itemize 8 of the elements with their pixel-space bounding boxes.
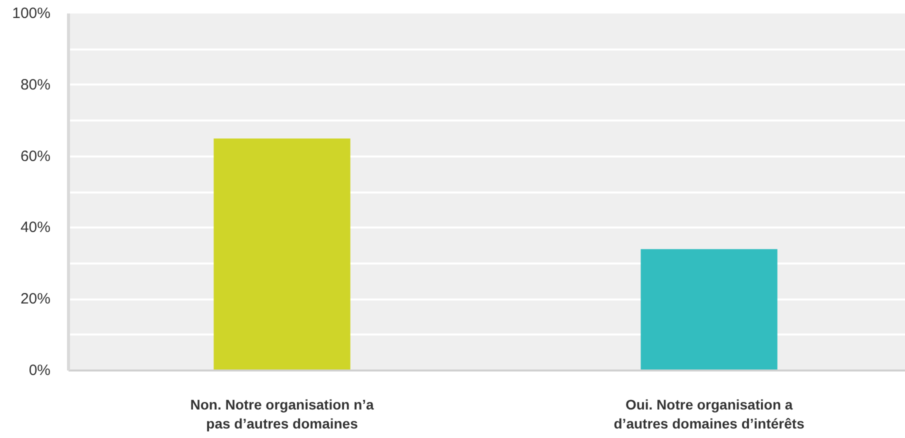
y-tick-label: 100% xyxy=(12,5,51,22)
y-tick-label: 40% xyxy=(20,219,51,236)
x-tick-label: Non. Notre organisation n’a pas d’autres domaines xyxy=(190,396,374,432)
y-tick-label: 0% xyxy=(28,362,51,379)
x-tick-label: Oui. Notre organisation a d’autres domaines d’intérêts xyxy=(614,396,805,432)
y-tick-label: 60% xyxy=(20,148,51,165)
y-tick-label: 20% xyxy=(20,290,51,308)
y-tick-label: 80% xyxy=(20,76,51,94)
